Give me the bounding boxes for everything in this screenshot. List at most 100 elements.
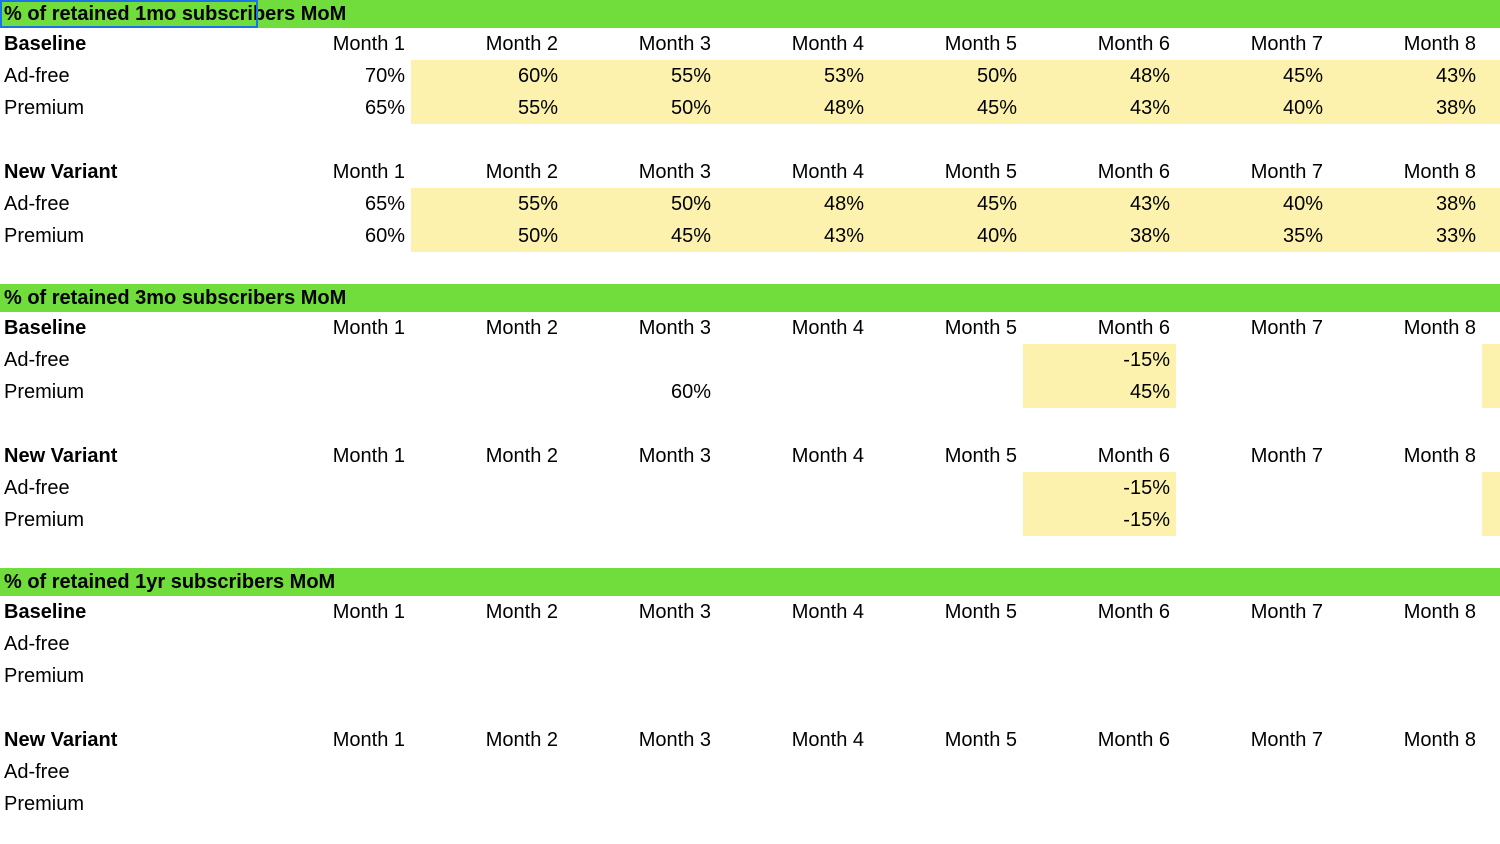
month-header-cell[interactable]: Month 2 [485,445,558,467]
value-cell[interactable]: 45% [564,220,717,252]
row-label-cell[interactable]: Ad-free [4,193,70,215]
value-cell[interactable] [411,660,564,692]
month-header-cell[interactable]: Month 8 [1403,601,1476,623]
value-cell[interactable] [1023,756,1176,788]
value-cell[interactable] [411,344,564,376]
value-cell[interactable]: 43% [1023,92,1176,124]
month-header-cell[interactable]: Month 7 [1250,445,1323,467]
value-cell[interactable] [1176,504,1329,536]
value-cell[interactable] [564,660,717,692]
value-cell[interactable]: 50% [870,60,1023,92]
value-cell[interactable] [564,344,717,376]
value-cell[interactable] [258,344,411,376]
month-header-cell[interactable]: Month 8 [1403,729,1476,751]
month-header-cell[interactable]: Month 4 [791,33,864,55]
value-cell[interactable] [1482,188,1500,220]
value-cell[interactable] [870,472,1023,504]
month-header-cell[interactable]: Month 4 [791,161,864,183]
month-header-cell[interactable]: Month 3 [638,729,711,751]
month-header-cell[interactable]: Month 1 [332,729,405,751]
value-cell[interactable]: 60% [364,225,405,247]
value-cell[interactable] [1176,344,1329,376]
month-header-cell[interactable]: Month 8 [1403,161,1476,183]
value-cell[interactable] [411,504,564,536]
value-cell[interactable] [870,376,1023,408]
value-cell[interactable] [258,788,411,820]
row-label-cell[interactable]: Premium [4,793,85,815]
value-cell[interactable] [1176,756,1329,788]
value-cell[interactable]: 48% [1023,60,1176,92]
row-label-cell[interactable]: Premium [4,225,85,247]
month-header-cell[interactable]: Month 7 [1250,729,1323,751]
month-header-cell[interactable]: Month 7 [1250,33,1323,55]
value-cell[interactable] [717,628,870,660]
value-cell[interactable] [258,756,411,788]
value-cell[interactable] [1176,660,1329,692]
month-header-cell-overflow[interactable] [1482,28,1500,60]
value-cell[interactable]: 35% [1176,220,1329,252]
month-header-cell[interactable]: Month 2 [485,161,558,183]
value-cell[interactable]: 38% [1023,220,1176,252]
value-cell[interactable]: 55% [411,92,564,124]
value-cell[interactable] [258,660,411,692]
value-cell[interactable] [1329,788,1482,820]
value-cell[interactable] [1482,92,1500,124]
value-cell[interactable] [717,756,870,788]
table-label-cell[interactable]: Baseline [4,33,87,55]
value-cell[interactable] [1482,60,1500,92]
value-cell[interactable] [1023,788,1176,820]
value-cell[interactable]: 70% [364,65,405,87]
month-header-cell[interactable]: Month 1 [332,161,405,183]
value-cell[interactable]: -15% [1023,472,1176,504]
month-header-cell[interactable]: Month 6 [1097,317,1170,339]
value-cell[interactable] [717,344,870,376]
value-cell[interactable] [717,660,870,692]
value-cell[interactable] [1482,504,1500,536]
row-label-cell[interactable]: Ad-free [4,349,70,371]
value-cell[interactable] [564,504,717,536]
value-cell[interactable]: 50% [411,220,564,252]
row-label-cell[interactable]: Ad-free [4,633,70,655]
month-header-cell[interactable]: Month 3 [638,601,711,623]
value-cell[interactable]: 33% [1329,220,1482,252]
table-label-cell[interactable]: Baseline [4,601,87,623]
month-header-cell[interactable]: Month 7 [1250,317,1323,339]
value-cell[interactable]: 43% [1329,60,1482,92]
value-cell[interactable]: 65% [364,193,405,215]
value-cell[interactable] [564,628,717,660]
value-cell[interactable] [411,628,564,660]
month-header-cell[interactable]: Month 5 [944,161,1017,183]
month-header-cell[interactable]: Month 7 [1250,161,1323,183]
value-cell[interactable] [1482,756,1500,788]
value-cell[interactable] [564,472,717,504]
month-header-cell-overflow[interactable] [1482,312,1500,344]
value-cell[interactable] [1482,660,1500,692]
month-header-cell[interactable]: Month 5 [944,729,1017,751]
value-cell[interactable]: 50% [564,92,717,124]
month-header-cell[interactable]: Month 5 [944,33,1017,55]
month-header-cell[interactable]: Month 5 [944,445,1017,467]
section-title-cell[interactable]: % of retained 1yr subscribers MoM [4,571,336,593]
month-header-cell[interactable]: Month 8 [1403,445,1476,467]
month-header-cell[interactable]: Month 2 [485,601,558,623]
value-cell[interactable] [1329,504,1482,536]
value-cell[interactable] [1176,628,1329,660]
row-label-cell[interactable]: Ad-free [4,477,70,499]
value-cell[interactable] [1329,628,1482,660]
row-label-cell[interactable]: Premium [4,97,85,119]
value-cell[interactable]: 38% [1329,92,1482,124]
value-cell[interactable]: -15% [1023,344,1176,376]
month-header-cell[interactable]: Month 2 [485,317,558,339]
row-label-cell[interactable]: Premium [4,665,85,687]
value-cell[interactable]: 45% [870,188,1023,220]
value-cell[interactable]: -15% [1023,504,1176,536]
value-cell[interactable]: 55% [411,188,564,220]
month-header-cell[interactable]: Month 3 [638,161,711,183]
section-title-cell[interactable]: % of retained 1mo subscribers MoM [4,3,347,25]
value-cell[interactable]: 45% [1023,376,1176,408]
value-cell[interactable] [717,504,870,536]
value-cell[interactable] [1176,472,1329,504]
row-label-cell[interactable]: Ad-free [4,761,70,783]
value-cell[interactable] [258,504,411,536]
value-cell[interactable] [564,788,717,820]
